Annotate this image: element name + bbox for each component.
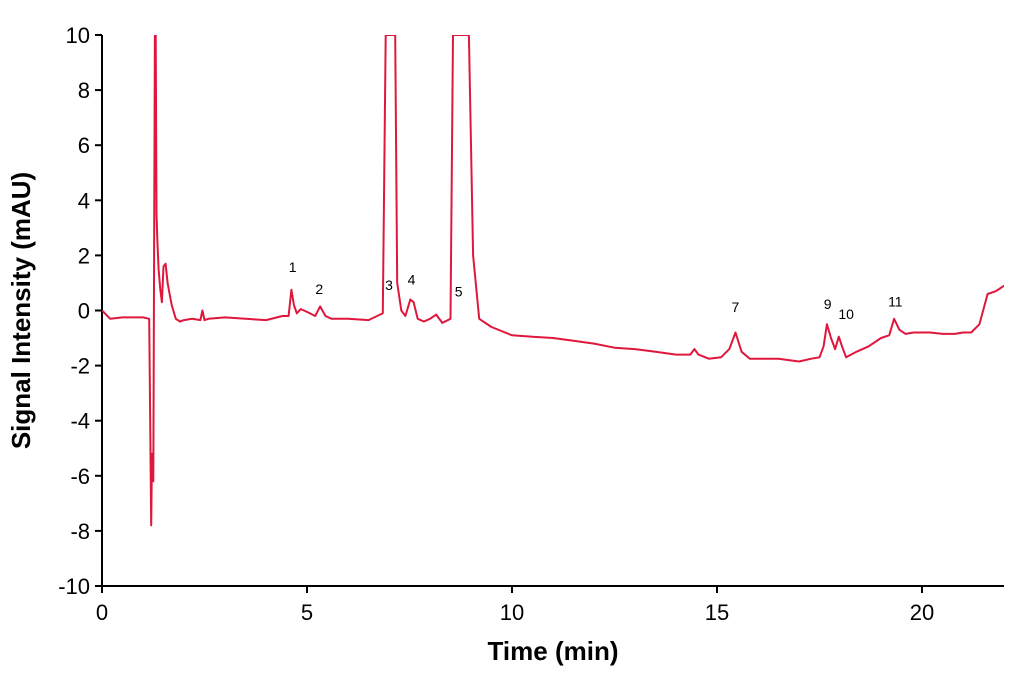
axes — [101, 35, 1004, 587]
peak-label: 5 — [455, 284, 463, 300]
x-tick-label: 20 — [910, 600, 934, 625]
y-axis-title: Signal Intensity (mAU) — [6, 172, 36, 449]
plot-area — [102, 35, 1004, 527]
peak-label: 7 — [732, 299, 740, 315]
peak-label: 10 — [838, 306, 854, 322]
y-tick-label: 8 — [78, 78, 90, 103]
x-axis-title: Time (min) — [488, 636, 619, 666]
y-tick-label: -2 — [70, 354, 90, 379]
peak-label: 2 — [315, 281, 323, 297]
y-tick-label: -6 — [70, 464, 90, 489]
x-tick-label: 5 — [301, 600, 313, 625]
y-tick-label: 4 — [78, 188, 90, 213]
y-tick-label: -4 — [70, 409, 90, 434]
y-tick-label: -8 — [70, 519, 90, 544]
y-tick-label: -10 — [58, 574, 90, 599]
y-ticks: -10 -8 -6 -4 -2 0 2 4 6 8 10 — [58, 23, 102, 599]
peak-label: 11 — [888, 293, 903, 309]
x-tick-label: 10 — [500, 600, 524, 625]
y-tick-label: 6 — [78, 133, 90, 158]
y-tick-label: 2 — [78, 243, 90, 268]
signal-trace-line — [102, 35, 1004, 527]
x-tick-label: 0 — [96, 600, 108, 625]
y-tick-label: 10 — [66, 23, 90, 48]
peak-label: 1 — [289, 259, 297, 275]
peak-label: 4 — [408, 271, 416, 287]
peak-label: 9 — [824, 296, 832, 312]
y-tick-label: 0 — [78, 299, 90, 324]
x-ticks: 0 5 10 15 20 — [96, 586, 934, 625]
x-tick-label: 15 — [705, 600, 729, 625]
peak-label: 3 — [385, 277, 393, 293]
peak-annotations: 1 2 3 4 5 7 9 10 11 — [289, 259, 903, 322]
